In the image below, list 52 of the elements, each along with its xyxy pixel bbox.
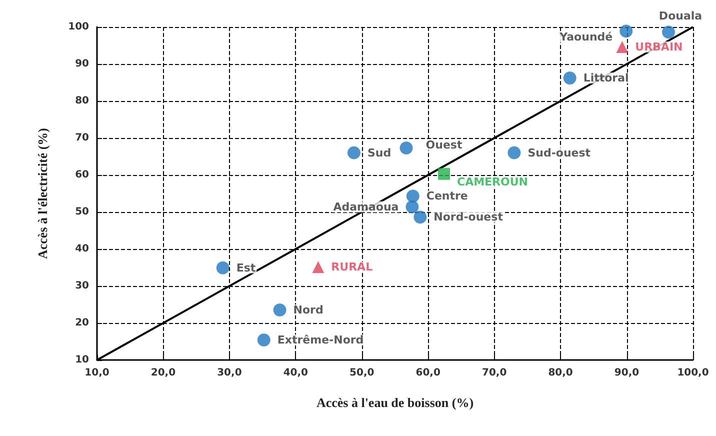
data-label: Sud-ouest: [528, 146, 591, 160]
x-tick-label: 20,0: [150, 368, 176, 378]
x-axis-title: Accès à l'eau de boisson (%): [316, 395, 474, 410]
x-tick-label: 80,0: [548, 368, 573, 378]
y-tick-label: 60: [75, 170, 90, 180]
data-label: Yaoundé: [558, 30, 613, 44]
y-tick-label: 90: [75, 58, 90, 70]
data-label: URBAIN: [635, 40, 683, 54]
y-tick-label: 100: [68, 22, 90, 32]
data-label: CAMEROUN: [457, 175, 528, 188]
point: [347, 146, 360, 160]
point: [406, 190, 420, 203]
y-tick-label: 50: [75, 206, 90, 218]
x-tick-label: 10,0: [84, 368, 110, 378]
y-tick-label: 80: [75, 96, 90, 106]
x-tick-label: 90,0: [614, 368, 640, 378]
x-tick-label: 100,0: [677, 368, 709, 378]
data-label: Est: [236, 261, 256, 274]
point: [400, 141, 413, 154]
data-label: Adamaoua: [333, 200, 399, 214]
y-tick-label: 70: [75, 132, 90, 144]
x-tick-label: 50,0: [350, 368, 374, 378]
data-label: Extrême-Nord: [277, 334, 364, 347]
y-axis-title: Accès à l'électricité (%): [35, 128, 50, 260]
point: [406, 200, 419, 214]
x-tick-label: 40,0: [283, 368, 308, 378]
data-label: Nord-ouest: [434, 210, 503, 224]
y-tick-label: 10: [75, 354, 90, 366]
data-label: Sud: [367, 146, 392, 160]
point: [216, 261, 230, 274]
point: [662, 26, 675, 39]
data-label: Centre: [426, 190, 468, 203]
point: [312, 261, 324, 274]
data-label: RURAL: [331, 260, 373, 274]
data-label: Nord: [293, 304, 324, 317]
point: [620, 24, 633, 38]
point: [273, 304, 286, 317]
point: [438, 168, 450, 180]
data-label: Douala: [658, 10, 702, 23]
point: [257, 334, 270, 347]
point: [414, 210, 427, 224]
x-tick-label: 70,0: [482, 368, 507, 378]
y-tick-label: 20: [75, 318, 90, 328]
x-tick-label: 30,0: [217, 368, 242, 378]
point: [616, 40, 628, 53]
x-tick-label: 60,0: [416, 368, 440, 378]
data-label: Littoral: [583, 72, 629, 85]
point: [508, 146, 521, 160]
point: [563, 72, 576, 85]
data-label: Ouest: [426, 138, 462, 152]
y-tick-label: 40: [75, 244, 90, 254]
y-tick-label: 30: [75, 280, 90, 292]
